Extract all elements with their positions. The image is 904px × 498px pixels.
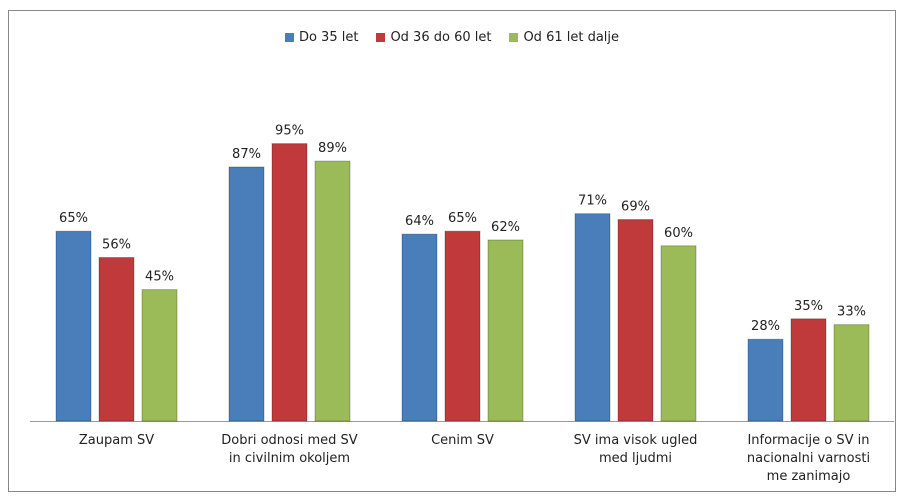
legend-item: Od 61 let dalje: [509, 30, 619, 45]
legend-item: Od 36 do 60 let: [376, 30, 491, 45]
data-label: 89%: [318, 141, 347, 156]
legend-swatch: [509, 33, 519, 42]
data-label: 56%: [102, 237, 131, 252]
legend-swatch: [376, 33, 386, 42]
data-label: 65%: [448, 211, 477, 226]
bar: [444, 230, 481, 422]
legend: Do 35 let Od 36 do 60 let Od 61 let dalje: [0, 30, 904, 45]
bar: [228, 166, 265, 422]
x-tick-label: Informacije o SV in nacionalni varnosti …: [746, 433, 871, 484]
data-label: 35%: [794, 299, 823, 314]
bar: [98, 256, 135, 422]
data-label: 28%: [751, 319, 780, 334]
data-label: 95%: [275, 124, 304, 139]
data-label: 64%: [405, 214, 434, 229]
bar: [401, 233, 438, 422]
bar: [314, 160, 351, 422]
x-tick-label: SV ima visok ugled med ljudmi: [573, 433, 698, 466]
legend-item: Do 35 let: [284, 30, 359, 45]
data-label: 62%: [491, 220, 520, 235]
bar: [790, 318, 827, 422]
legend-label: Od 36 do 60 let: [390, 30, 492, 45]
bar: [55, 230, 92, 422]
x-tick-label: Zaupam SV: [78, 433, 155, 448]
data-label: 69%: [621, 200, 650, 215]
data-label: 33%: [837, 305, 866, 320]
bar: [141, 289, 178, 422]
data-label: 71%: [578, 194, 607, 209]
bar: [574, 213, 611, 422]
bar: [271, 143, 308, 422]
data-label: 45%: [145, 270, 174, 285]
data-label: 65%: [59, 211, 88, 226]
bar: [747, 338, 784, 422]
bar: [833, 324, 870, 422]
legend-label: Do 35 let: [298, 30, 359, 45]
bar: [660, 245, 697, 422]
data-label: 60%: [664, 226, 693, 241]
legend-label: Od 61 let dalje: [523, 30, 620, 45]
x-tick-label: Dobri odnosi med SV in civilnim okoljem: [221, 433, 358, 466]
x-tick-label: Cenim SV: [431, 433, 494, 448]
frame: [8, 10, 896, 492]
bar: [617, 219, 654, 422]
data-label: 87%: [232, 147, 261, 162]
bar: [487, 239, 524, 422]
legend-swatch: [284, 33, 294, 42]
